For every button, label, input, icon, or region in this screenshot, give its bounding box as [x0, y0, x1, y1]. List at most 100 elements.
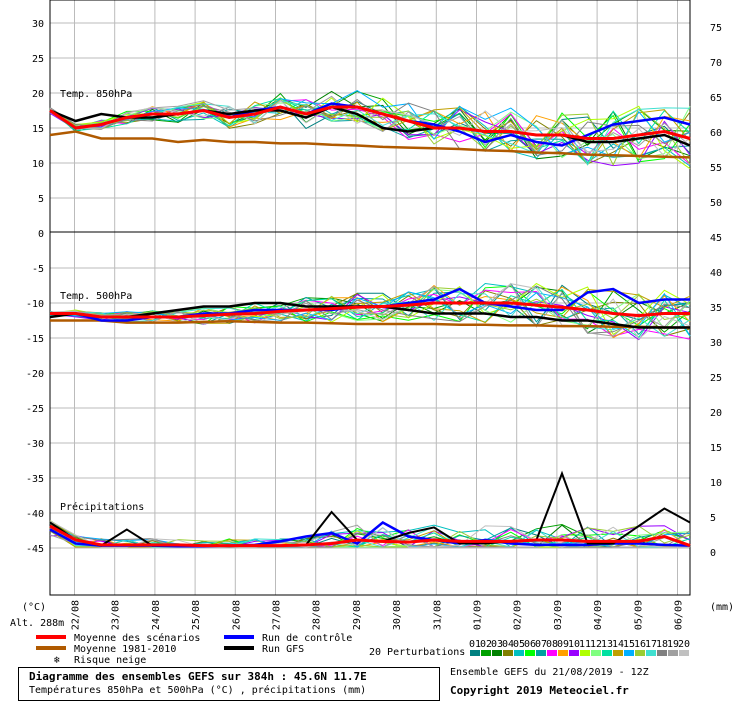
left-tick-label: 5 [38, 194, 44, 205]
perturbation-id: 20 [678, 639, 690, 650]
left-tick-label: -20 [26, 369, 44, 380]
x-tick-label: 22/08 [71, 600, 82, 630]
series-line-t850 [49, 130, 691, 159]
perturbation-id: 04 [502, 639, 514, 650]
perturbation-swatch [602, 650, 612, 656]
perturbation-swatch [679, 650, 689, 656]
x-tick-label: 01/09 [473, 600, 484, 630]
right-tick-label: 25 [710, 373, 722, 384]
left-tick-label: -35 [26, 474, 44, 485]
right-axis-unit: (mm) [710, 602, 734, 613]
left-tick-label: -15 [26, 334, 44, 345]
left-tick-label: -30 [26, 439, 44, 450]
panel-label: Temp. 850hPa [60, 89, 132, 100]
right-tick-label: 5 [710, 513, 716, 524]
perturbation-id: 08 [546, 639, 558, 650]
right-tick-label: 50 [710, 198, 722, 209]
perturbation-id: 11 [579, 639, 591, 650]
perturbation-id: 09 [557, 639, 569, 650]
left-tick-label: 30 [32, 19, 44, 30]
x-tick-label: 06/09 [674, 600, 685, 630]
perturbation-id: 06 [524, 639, 536, 650]
perturbation-swatch [503, 650, 513, 656]
left-tick-label: 20 [32, 89, 44, 100]
perturbation-swatch [624, 650, 634, 656]
perturbation-swatch [481, 650, 491, 656]
perturbation-id: 17 [645, 639, 657, 650]
perturbation-id: 18 [656, 639, 668, 650]
perturbation-swatch [470, 650, 480, 656]
perturbation-swatch [668, 650, 678, 656]
right-tick-label: 35 [710, 303, 722, 314]
x-tick-label: 25/08 [191, 600, 202, 630]
perturbation-swatch [536, 650, 546, 656]
perturbation-swatch [547, 650, 557, 656]
right-tick-label: 0 [710, 548, 716, 559]
perturbation-swatch [492, 650, 502, 656]
x-tick-label: 02/09 [513, 600, 524, 630]
perturbation-swatch [558, 650, 568, 656]
chart-title: Diagramme des ensembles GEFS sur 384h : … [29, 670, 367, 683]
legend-label: Run GFS [262, 644, 304, 655]
altitude-label: Alt. 288m [10, 618, 64, 629]
left-tick-label: 0 [38, 229, 44, 240]
perturbation-line-850 [49, 99, 691, 157]
perturbation-id: 01 [469, 639, 481, 650]
copyright: Copyright 2019 Meteociel.fr [450, 684, 629, 697]
left-axis-unit: (°C) [22, 602, 46, 613]
right-tick-label: 15 [710, 443, 722, 454]
x-tick-label: 24/08 [151, 600, 162, 630]
panel-labels: Temp. 850hPa Temp. 500hPa Précipitations [60, 89, 144, 513]
right-tick-label: 65 [710, 93, 722, 104]
perturbation-line-850 [49, 99, 691, 165]
snowflake-icon: ❄ [54, 655, 61, 665]
ensemble-info: Ensemble GEFS du 21/08/2019 - 12Z [450, 667, 649, 678]
legend-label: Moyenne des scénarios [74, 632, 200, 644]
left-tick-label: 15 [32, 124, 44, 135]
panel-label: Précipitations [60, 501, 144, 513]
chart-subtitle: Températures 850hPa et 500hPa (°C) , pré… [29, 685, 367, 696]
perturbation-swatch [525, 650, 535, 656]
perturbation-line-500 [49, 288, 691, 338]
perturbation-id: 03 [491, 639, 503, 650]
perturbation-swatch [635, 650, 645, 656]
perturbation-id: 02 [480, 639, 492, 650]
perturbation-id: 16 [634, 639, 646, 650]
perturbation-id: 13 [601, 639, 613, 650]
x-tick-label: 29/08 [352, 600, 363, 630]
x-tick-label: 26/08 [231, 600, 242, 630]
left-tick-label: -5 [32, 264, 44, 275]
panel-label: Temp. 500hPa [60, 291, 132, 302]
series-line-precip [49, 524, 691, 548]
perturbation-id: 15 [623, 639, 635, 650]
perturbation-swatch [591, 650, 601, 656]
perturbation-id: 19 [667, 639, 679, 650]
perturbation-swatch [580, 650, 590, 656]
perturbation-id: 12 [590, 639, 602, 650]
perturbation-swatch [514, 650, 524, 656]
panel-frame-500 [49, 231, 691, 596]
perturbation-swatch [569, 650, 579, 656]
x-tick-label: 04/09 [593, 600, 604, 630]
left-tick-label: -45 [26, 544, 44, 555]
x-axis: 22/08 23/08 24/08 25/08 26/08 27/08 28/08 29/08… [71, 600, 685, 630]
right-tick-label: 55 [710, 163, 722, 174]
main-series-lines [49, 102, 691, 548]
x-tick-label: 03/09 [553, 600, 564, 630]
chart-grid [49, 0, 691, 596]
x-tick-label: 23/08 [111, 600, 122, 630]
left-tick-label: -40 [26, 509, 44, 520]
perturbation-swatch [657, 650, 667, 656]
x-tick-label: 28/08 [312, 600, 323, 630]
series-line-t850 [49, 105, 691, 147]
perturbations-label: 20 Perturbations [369, 647, 465, 658]
perturbation-swatch [613, 650, 623, 656]
x-tick-label: 31/08 [432, 600, 443, 630]
perturbation-id: 10 [568, 639, 580, 650]
left-axis: 30 25 20 15 10 5 0 -5 -10 -15 -20 -25 -30 -35 -40 -45 (°… [10, 19, 64, 629]
left-tick-label: -25 [26, 404, 44, 415]
footer-box: Diagramme des ensembles GEFS sur 384h : … [18, 667, 440, 701]
perturbation-id: 05 [513, 639, 525, 650]
right-tick-label: 70 [710, 58, 722, 69]
